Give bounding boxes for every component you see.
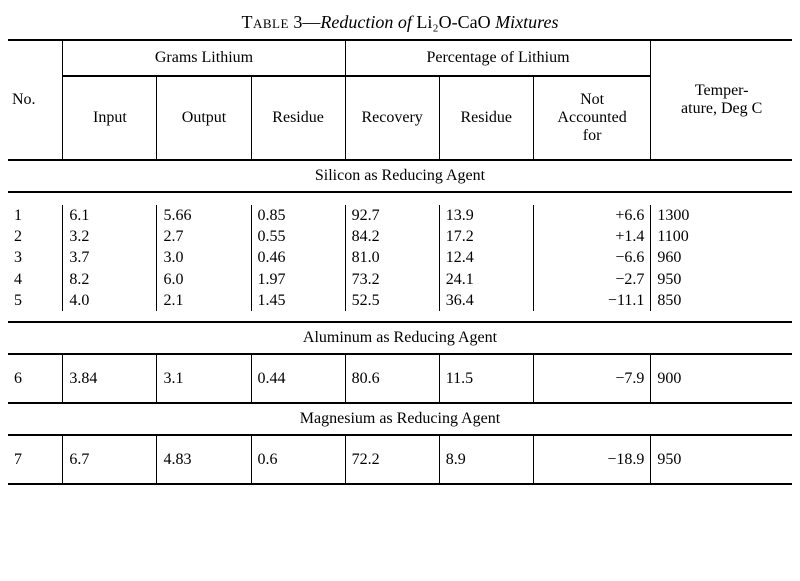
cell: 6 xyxy=(8,354,63,403)
cell: 17.2 xyxy=(439,226,533,247)
cell: 0.85 xyxy=(251,205,345,226)
table-body: Silicon as Reducing Agent 16.15.660.8592.… xyxy=(8,160,792,484)
col-grams-label: Grams Lithium xyxy=(155,49,253,66)
cell: 1.45 xyxy=(251,290,345,311)
section-heading: Magnesium as Reducing Agent xyxy=(8,403,792,435)
caption-title-before: Reduction of xyxy=(320,12,416,32)
cell: 5.66 xyxy=(157,205,251,226)
section-heading-row: Magnesium as Reducing Agent xyxy=(8,403,792,435)
cell: 3.2 xyxy=(63,226,157,247)
cell: 900 xyxy=(651,354,792,403)
cell: 6.0 xyxy=(157,269,251,290)
section-heading-row: Aluminum as Reducing Agent xyxy=(8,322,792,354)
col-residue2-label: Residue xyxy=(460,109,512,126)
section-heading: Silicon as Reducing Agent xyxy=(8,160,792,192)
cell: 52.5 xyxy=(345,290,439,311)
table-row: 54.02.11.4552.536.4−11.1850 xyxy=(8,290,792,311)
section-heading: Aluminum as Reducing Agent xyxy=(8,322,792,354)
col-input-label: Input xyxy=(93,109,127,126)
col-no-label: No. xyxy=(12,91,36,108)
cell: 0.55 xyxy=(251,226,345,247)
cell: 73.2 xyxy=(345,269,439,290)
cell: 4 xyxy=(8,269,63,290)
cell: −2.7 xyxy=(533,269,651,290)
table-row: 23.22.70.5584.217.2+1.41100 xyxy=(8,226,792,247)
cell: 3.7 xyxy=(63,247,157,268)
cell: 3.84 xyxy=(63,354,157,403)
cell: 2.7 xyxy=(157,226,251,247)
caption-dash: — xyxy=(302,12,320,32)
cell: 950 xyxy=(651,269,792,290)
cell: 7 xyxy=(8,435,63,484)
cell: 13.9 xyxy=(439,205,533,226)
cell: −11.1 xyxy=(533,290,651,311)
cell: 0.44 xyxy=(251,354,345,403)
cell: 92.7 xyxy=(345,205,439,226)
cell: 3.1 xyxy=(157,354,251,403)
col-pct-label: Percentage of Lithium xyxy=(426,49,569,66)
cell: 0.6 xyxy=(251,435,345,484)
cell: 0.46 xyxy=(251,247,345,268)
cell: 24.1 xyxy=(439,269,533,290)
table-row: 33.73.00.4681.012.4−6.6960 xyxy=(8,247,792,268)
cell: 12.4 xyxy=(439,247,533,268)
col-output: Output xyxy=(157,76,251,160)
col-recovery-label: Recovery xyxy=(361,109,422,126)
table-row: 16.15.660.8592.713.9+6.61300 xyxy=(8,205,792,226)
col-input: Input xyxy=(63,76,157,160)
cell: 6.7 xyxy=(63,435,157,484)
table-caption: Table 3—Reduction of Li₂O-CaO Mixtures xyxy=(8,12,792,33)
cell: 6.1 xyxy=(63,205,157,226)
cell: 72.2 xyxy=(345,435,439,484)
col-residue2: Residue xyxy=(439,76,533,160)
cell: 1.97 xyxy=(251,269,345,290)
col-temp: Temper- ature, Deg C xyxy=(651,40,792,160)
col-output-label: Output xyxy=(182,109,226,126)
cell: 2 xyxy=(8,226,63,247)
cell: 1 xyxy=(8,205,63,226)
table-row: 63.843.10.4480.611.5−7.9900 xyxy=(8,354,792,403)
table-row: 48.26.01.9773.224.1−2.7950 xyxy=(8,269,792,290)
caption-title-after: Mixtures xyxy=(491,12,559,32)
col-temp-label: Temper- ature, Deg C xyxy=(681,82,762,117)
cell: 4.0 xyxy=(63,290,157,311)
cell: 84.2 xyxy=(345,226,439,247)
caption-label: Table xyxy=(241,12,288,32)
cell: 11.5 xyxy=(439,354,533,403)
cell: 36.4 xyxy=(439,290,533,311)
section-heading-row: Silicon as Reducing Agent xyxy=(8,160,792,192)
col-residue: Residue xyxy=(251,76,345,160)
cell: −18.9 xyxy=(533,435,651,484)
cell: 4.83 xyxy=(157,435,251,484)
table-header: No. Grams Lithium Percentage of Lithium … xyxy=(8,40,792,160)
cell: 8.9 xyxy=(439,435,533,484)
cell: 1300 xyxy=(651,205,792,226)
cell: +1.4 xyxy=(533,226,651,247)
data-table: No. Grams Lithium Percentage of Lithium … xyxy=(8,39,792,485)
cell: −7.9 xyxy=(533,354,651,403)
cell: 5 xyxy=(8,290,63,311)
cell: 960 xyxy=(651,247,792,268)
cell: 3.0 xyxy=(157,247,251,268)
cell: 80.6 xyxy=(345,354,439,403)
cell: 1100 xyxy=(651,226,792,247)
cell: 850 xyxy=(651,290,792,311)
cell: 81.0 xyxy=(345,247,439,268)
cell: 8.2 xyxy=(63,269,157,290)
col-nacc: Not Accounted for xyxy=(533,76,651,160)
cell: 950 xyxy=(651,435,792,484)
col-grams-group: Grams Lithium xyxy=(63,40,345,76)
col-recovery: Recovery xyxy=(345,76,439,160)
caption-formula: Li₂O-CaO xyxy=(416,12,490,32)
col-no: No. xyxy=(8,40,63,160)
table-row: 76.74.830.672.28.9−18.9950 xyxy=(8,435,792,484)
cell: −6.6 xyxy=(533,247,651,268)
cell: +6.6 xyxy=(533,205,651,226)
col-pct-group: Percentage of Lithium xyxy=(345,40,651,76)
cell: 2.1 xyxy=(157,290,251,311)
cell: 3 xyxy=(8,247,63,268)
col-residue-label: Residue xyxy=(272,109,324,126)
col-nacc-label: Not Accounted for xyxy=(557,91,626,144)
